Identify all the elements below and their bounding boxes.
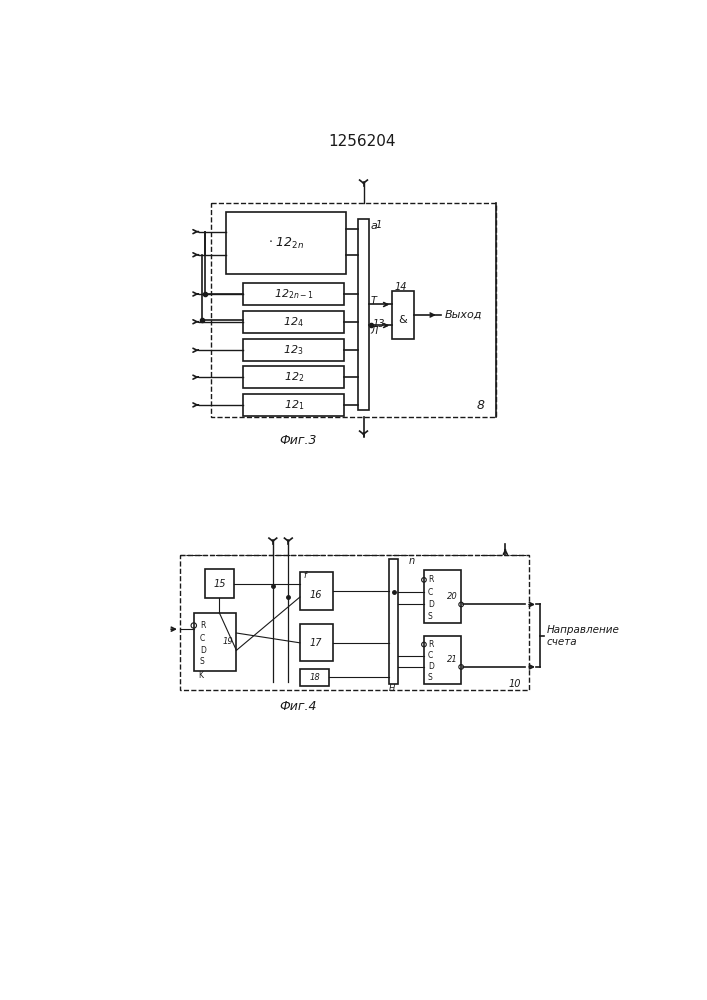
Text: $\cdot$ 12$_{2n}$: $\cdot$ 12$_{2n}$ <box>268 236 305 251</box>
Bar <box>300 624 332 661</box>
Bar <box>358 219 369 410</box>
Text: C: C <box>428 651 433 660</box>
Text: 21: 21 <box>448 655 458 664</box>
Text: D: D <box>428 662 433 671</box>
Bar <box>424 570 461 623</box>
Bar <box>392 291 414 339</box>
Text: R: R <box>200 621 205 630</box>
Text: 12$_2$: 12$_2$ <box>284 370 304 384</box>
Text: a: a <box>370 221 378 231</box>
Text: 14: 14 <box>395 282 407 292</box>
Bar <box>389 559 398 684</box>
Text: C: C <box>200 634 205 643</box>
Text: 17: 17 <box>310 638 322 648</box>
Text: 12$_3$: 12$_3$ <box>284 343 304 357</box>
Text: 19: 19 <box>223 637 233 646</box>
Bar <box>243 394 344 416</box>
Bar <box>243 283 344 305</box>
Text: S: S <box>428 673 433 682</box>
Bar <box>180 555 529 690</box>
Bar <box>243 311 344 333</box>
Text: R: R <box>428 640 433 649</box>
Text: 12$_1$: 12$_1$ <box>284 398 304 412</box>
Text: Выход: Выход <box>445 310 482 320</box>
Text: 12$_4$: 12$_4$ <box>284 315 304 329</box>
Text: 8: 8 <box>477 399 484 412</box>
Text: Л: Л <box>370 326 378 336</box>
Bar <box>424 636 461 684</box>
Text: T: T <box>370 296 376 306</box>
Text: &: & <box>399 315 407 325</box>
Text: f: f <box>304 571 307 580</box>
Text: K: K <box>199 671 204 680</box>
Text: 10: 10 <box>508 679 521 689</box>
Text: Направление
счета: Направление счета <box>547 625 619 647</box>
Text: 15: 15 <box>213 579 226 589</box>
Bar <box>204 569 234 598</box>
Text: H: H <box>389 684 395 693</box>
Text: 16: 16 <box>310 590 322 600</box>
Text: 13: 13 <box>372 319 385 329</box>
Text: 12$_{2n-1}$: 12$_{2n-1}$ <box>274 287 314 301</box>
Text: 1: 1 <box>375 220 381 230</box>
Text: S: S <box>200 657 205 666</box>
Text: S: S <box>428 612 433 621</box>
Text: 18: 18 <box>309 673 320 682</box>
Bar <box>243 339 344 361</box>
Text: 20: 20 <box>448 592 458 601</box>
Text: R: R <box>428 575 433 584</box>
Text: 1256204: 1256204 <box>328 134 396 149</box>
Bar <box>243 366 344 388</box>
Bar <box>300 572 332 610</box>
Bar <box>300 669 329 686</box>
Bar <box>226 212 346 274</box>
Text: Фиг.4: Фиг.4 <box>279 700 316 713</box>
Bar <box>194 613 236 671</box>
Text: D: D <box>200 646 206 655</box>
Text: C: C <box>428 588 433 597</box>
Text: n: n <box>409 556 414 566</box>
Bar <box>211 203 496 417</box>
Text: Фиг.3: Фиг.3 <box>279 434 316 447</box>
Text: D: D <box>428 600 433 609</box>
